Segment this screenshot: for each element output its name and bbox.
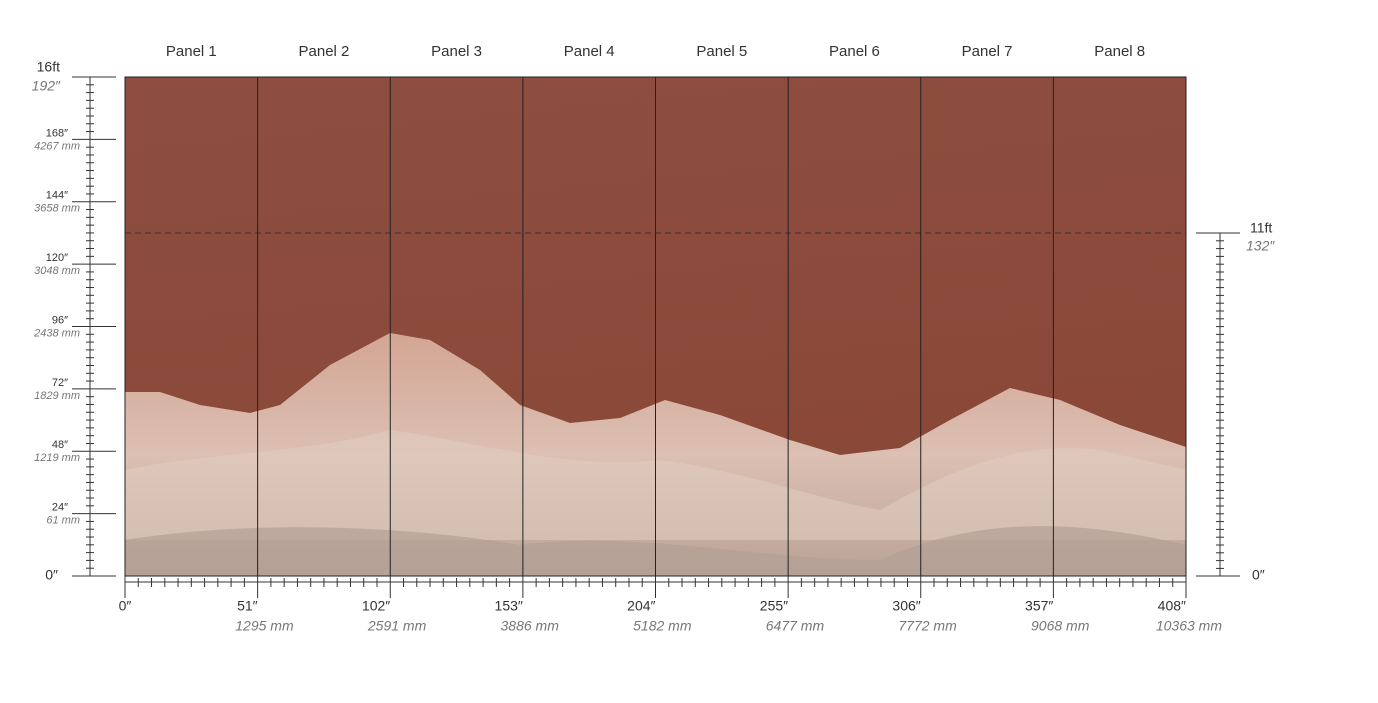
- scale-label: 51″: [237, 598, 258, 614]
- scale-label: 255″: [760, 598, 788, 614]
- scale-sub: 10363 mm: [1156, 618, 1222, 634]
- panel-label: Panel 1: [166, 43, 217, 60]
- scale-label: 24″: [52, 502, 68, 514]
- scale-sub: 6477 mm: [766, 618, 825, 634]
- scale-sub: 3886 mm: [501, 618, 560, 634]
- scale-sub: 7772 mm: [898, 618, 957, 634]
- scale-label: 168″: [46, 127, 68, 139]
- scale-sub: 9068 mm: [1031, 618, 1090, 634]
- panel-label: Panel 5: [696, 43, 747, 60]
- scale-sub: 4267 mm: [34, 140, 80, 152]
- scale-sub: 5182 mm: [633, 618, 692, 634]
- panel-label: Panel 3: [431, 43, 482, 60]
- scale-label: 357″: [1025, 598, 1053, 614]
- scale-sub: 3658 mm: [34, 203, 80, 215]
- scale-sub: 1829 mm: [34, 390, 80, 402]
- scale-sub: 1295 mm: [235, 618, 294, 634]
- scale-sub: 61 mm: [46, 515, 80, 527]
- scale-label: 0″: [119, 598, 132, 614]
- scale-sub: 2438 mm: [33, 327, 80, 339]
- scale-sub: 1219 mm: [34, 452, 80, 464]
- panel-label: Panel 4: [564, 43, 615, 60]
- scale-label: 0″: [45, 567, 58, 583]
- scale-label: 306″: [892, 598, 920, 614]
- scale-sub: 3048 mm: [34, 265, 80, 277]
- panel-label: Panel 2: [299, 43, 350, 60]
- panel-label: Panel 6: [829, 43, 880, 60]
- scale-label: 144″: [46, 190, 68, 202]
- scale-sub: 132″: [1246, 238, 1275, 254]
- scale-label: 48″: [52, 439, 68, 451]
- scale-label: 96″: [52, 314, 68, 326]
- scale-label: 11ft: [1250, 220, 1272, 236]
- scale-label: 153″: [495, 598, 523, 614]
- scale-label: 120″: [46, 252, 68, 264]
- panel-label: Panel 8: [1094, 43, 1145, 60]
- scale-label: 72″: [52, 377, 68, 389]
- scale-label: 204″: [627, 598, 655, 614]
- scale-sub: 2591 mm: [367, 618, 427, 634]
- scale-label: 0″: [1252, 567, 1265, 583]
- scale-label: 16ft: [37, 59, 60, 75]
- panel-label: Panel 7: [962, 43, 1013, 60]
- scale-label: 408″: [1158, 598, 1186, 614]
- scale-label: 102″: [362, 598, 390, 614]
- scales: Panel 1 Panel 2 Panel 3 Panel 4 Panel 5 Panel…: [32, 43, 1276, 634]
- scale-sub: 192″: [32, 78, 61, 94]
